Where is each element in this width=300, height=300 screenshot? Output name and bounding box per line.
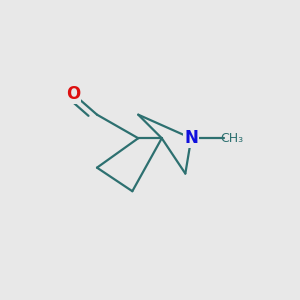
Text: CH₃: CH₃ (221, 132, 244, 145)
Text: N: N (184, 129, 198, 147)
Text: O: O (66, 85, 81, 103)
